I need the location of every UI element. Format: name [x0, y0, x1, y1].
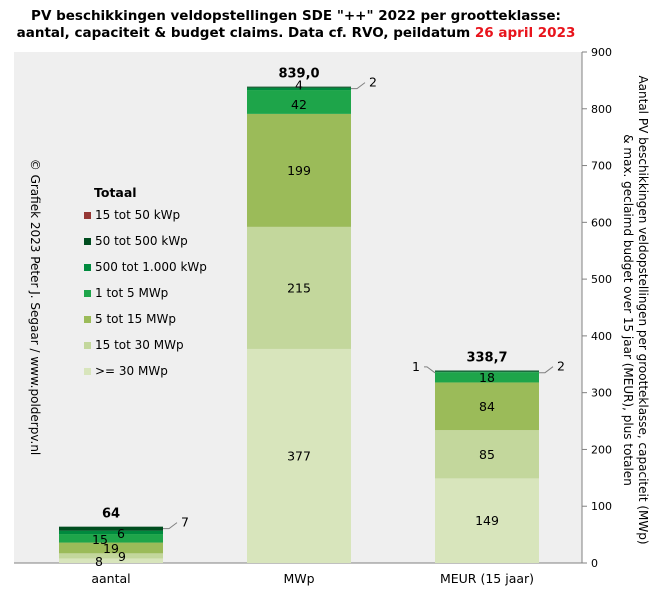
bar-segment	[435, 370, 539, 372]
legend-title: Totaal	[94, 185, 137, 200]
bar-segment	[247, 86, 351, 88]
bar-value-label: 15	[92, 532, 108, 547]
legend-label: 15 tot 30 MWp	[95, 338, 184, 352]
x-category-label: MEUR (15 jaar)	[440, 571, 534, 586]
copyright-text: © Grafiek 2023 Peter J. Segaar / www.pol…	[28, 159, 42, 456]
bar-value-label: 18	[479, 370, 495, 385]
bar-segment	[59, 542, 163, 554]
y-tick-label: 200	[591, 443, 612, 456]
bar-segment	[59, 558, 163, 563]
legend-swatch	[84, 290, 91, 297]
bar-total-label: 64	[102, 507, 120, 522]
bar-value-label: 199	[287, 163, 311, 178]
bar-segment	[435, 371, 539, 373]
y-tick-label: 900	[591, 46, 612, 59]
bar-value-label: 377	[287, 448, 311, 463]
legend-swatch	[84, 368, 91, 375]
y-axis-ticks: 0 100 200 300 400 500 600 700 800 900	[582, 46, 612, 570]
bar-total-label: 338,7	[466, 351, 507, 366]
bar-segment	[435, 382, 539, 431]
bar-segment	[59, 526, 163, 531]
bar-value-label: 6	[117, 526, 125, 541]
bar-segment	[59, 553, 163, 559]
legend-swatch	[84, 316, 91, 323]
callout-label: 1	[412, 359, 420, 374]
legend-label: >= 30 MWp	[95, 364, 168, 378]
y-tick-label: 0	[591, 557, 598, 570]
callout-line	[351, 82, 366, 90]
chart-title-text: aantal, capaciteit & budget claims. Data…	[17, 25, 471, 41]
legend-label: 15 tot 50 kWp	[95, 208, 180, 222]
bar-value-label: 9	[118, 549, 126, 564]
bar-value-label: 42	[291, 97, 307, 112]
legend-swatch	[84, 238, 91, 245]
callout-line	[163, 522, 178, 530]
legend: Totaal 15 tot 50 kWp 50 tot 500 kWp 500 tot…	[84, 185, 207, 378]
y-tick-label: 500	[591, 273, 612, 286]
bar-segment	[247, 90, 351, 114]
chart-title-line-2: aantal, capaciteit & budget claims. Data…	[17, 25, 576, 41]
bar-segment	[59, 534, 163, 543]
bar-value-label: 215	[287, 280, 311, 295]
legend-swatch	[84, 212, 91, 219]
chart-title-date: 26 april 2023	[475, 25, 575, 41]
callout-label: 7	[181, 515, 189, 530]
callout-line	[539, 366, 554, 374]
x-category-label: aantal	[91, 571, 130, 586]
legend-label: 5 tot 15 MWp	[95, 312, 176, 326]
bar-segment	[247, 348, 351, 563]
legend-label: 50 tot 500 kWp	[95, 234, 188, 248]
bar-segment	[435, 372, 539, 383]
y-tick-label: 400	[591, 330, 612, 343]
bar-segment	[247, 87, 351, 91]
bar-segment	[435, 478, 539, 563]
legend-swatch	[84, 264, 91, 271]
bar-segment	[247, 226, 351, 349]
bar-value-label: 19	[103, 541, 119, 556]
bar-value-label: 149	[475, 513, 499, 528]
x-category-label: MWp	[283, 571, 314, 586]
y-tick-label: 700	[591, 160, 612, 173]
legend-label: 500 tot 1.000 kWp	[95, 260, 207, 274]
y-axis-label-line-1: Aantal PV beschikkingen veldopstellingen…	[636, 75, 650, 544]
bar-value-label: 85	[479, 447, 495, 462]
y-tick-label: 800	[591, 103, 612, 116]
y-tick-label: 300	[591, 387, 612, 400]
chart-title-line-1: PV beschikkingen veldopstellingen SDE "+…	[31, 8, 561, 24]
bar-segment	[247, 113, 351, 227]
legend-label: 1 tot 5 MWp	[95, 286, 168, 300]
callout-label: 2	[369, 75, 377, 90]
y-axis-label-line-2: & max. geclaimd budget over 15 jaar (MEU…	[621, 134, 635, 486]
legend-swatch	[84, 342, 91, 349]
callout-label: 2	[557, 359, 565, 374]
y-tick-label: 600	[591, 216, 612, 229]
bar-total-label: 839,0	[278, 67, 319, 82]
bar-value-label: 4	[295, 78, 303, 93]
callout-line	[424, 366, 436, 374]
y-tick-label: 100	[591, 500, 612, 513]
bar-segment	[435, 430, 539, 479]
bar-value-label: 8	[95, 554, 103, 569]
bar-segment	[59, 530, 163, 535]
bar-value-label: 84	[479, 399, 495, 414]
